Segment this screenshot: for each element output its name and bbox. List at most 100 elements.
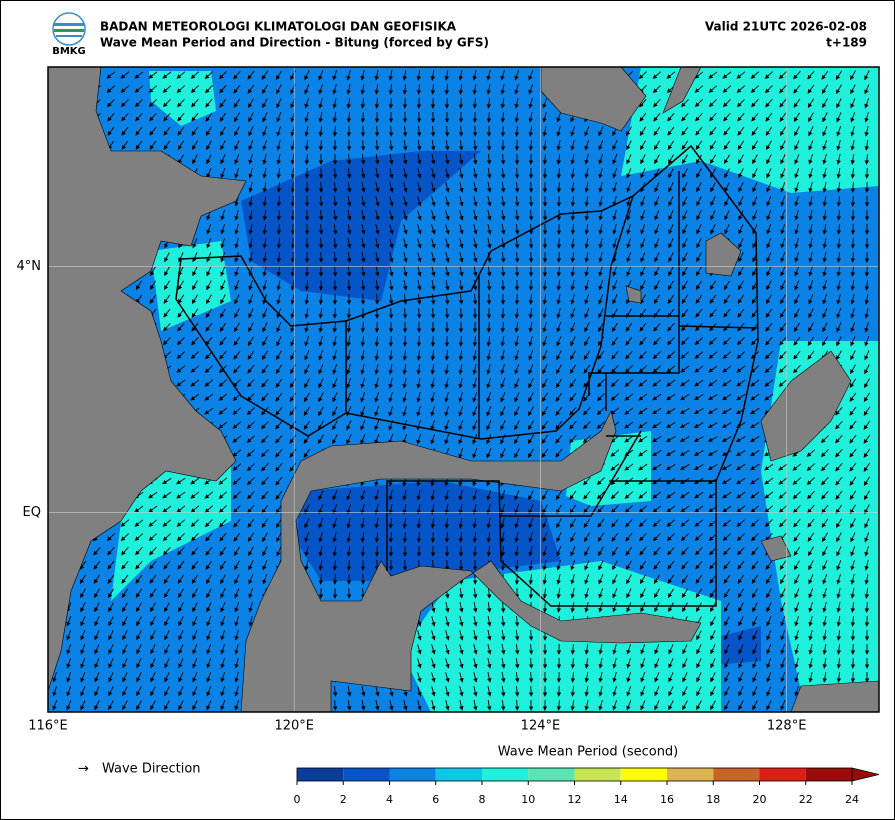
arrow: [389, 210, 394, 221]
arrow: [836, 167, 841, 179]
arrow: [135, 112, 143, 122]
arrow: [654, 154, 660, 165]
x-tick-label: 116°E: [28, 719, 68, 734]
arrow: [318, 181, 324, 193]
arrow: [248, 210, 253, 221]
arrow: [430, 125, 436, 137]
arrow: [682, 210, 688, 221]
arrow: [528, 112, 533, 123]
arrow: [864, 84, 870, 95]
arrow: [206, 168, 212, 179]
arrow: [148, 71, 158, 79]
y-tick-label: EQ: [23, 505, 41, 520]
arrow: [500, 84, 505, 95]
arrow: [822, 112, 828, 123]
arrow: [736, 99, 745, 108]
arrow: [528, 685, 534, 697]
arrow: [290, 70, 296, 81]
arrow: [722, 71, 732, 79]
arrow: [750, 71, 760, 79]
arrow: [738, 168, 744, 179]
arrow: [134, 99, 143, 108]
arrow: [219, 84, 227, 94]
arrow: [220, 168, 226, 179]
arrow: [332, 181, 338, 193]
arrow: [332, 111, 338, 123]
arrow: [332, 84, 337, 95]
arrow: [500, 279, 506, 291]
arrow: [751, 140, 759, 151]
arrow: [106, 71, 116, 79]
arrow: [445, 196, 450, 207]
arrow: [779, 98, 787, 108]
legend-label: Wave Direction: [102, 762, 201, 777]
arrow: [850, 167, 856, 179]
arrow: [724, 168, 730, 179]
arrow: [430, 69, 436, 81]
arrow: [570, 140, 575, 151]
arrow: [751, 112, 759, 122]
arrow: [723, 140, 731, 150]
arrow: [120, 71, 130, 79]
arrow: [219, 112, 227, 122]
arrow: [598, 126, 604, 137]
arrow: [304, 139, 310, 151]
arrow: [765, 126, 773, 136]
arrow: [710, 168, 716, 179]
legend-arrow: →: [78, 762, 89, 777]
arrow: [177, 126, 185, 136]
arrow: [248, 168, 253, 179]
arrow: [514, 209, 520, 221]
arrow: [836, 98, 842, 109]
arrow: [696, 210, 702, 221]
colorbar-extend: [851, 767, 880, 782]
arrow: [177, 112, 185, 122]
arrow: [808, 182, 813, 193]
arrow: [850, 181, 856, 193]
colorbar-tick-label: 2: [340, 793, 347, 806]
arrow: [318, 139, 324, 151]
arrow: [417, 154, 422, 165]
arrow: [276, 140, 281, 151]
arrow: [162, 99, 171, 108]
arrow: [120, 99, 129, 108]
arrow: [654, 210, 660, 221]
arrow: [262, 154, 267, 165]
arrow: [695, 140, 703, 150]
arrow: [836, 154, 841, 165]
arrow: [765, 98, 773, 108]
arrow: [388, 97, 394, 109]
arrow: [234, 154, 240, 165]
arrow: [667, 112, 675, 122]
arrow: [416, 83, 422, 95]
arrow: [388, 307, 394, 319]
arrow: [542, 112, 547, 123]
arrow: [864, 98, 870, 109]
colorbar-tick-label: 22: [799, 793, 813, 806]
arrow: [275, 70, 283, 81]
arrow: [737, 126, 745, 136]
arrow: [653, 126, 661, 136]
arrow: [205, 98, 213, 108]
arrow: [121, 126, 129, 136]
colorbar-bin: [620, 768, 667, 781]
arrow: [780, 196, 786, 207]
colorbar-tick-label: 14: [614, 793, 628, 806]
arrow: [163, 112, 171, 122]
arrow: [318, 112, 323, 123]
arrow: [220, 126, 226, 137]
arrow: [247, 84, 255, 94]
arrow: [764, 85, 773, 94]
arrow: [696, 168, 702, 179]
arrow: [416, 69, 422, 81]
arrow: [389, 196, 394, 207]
arrow: [500, 307, 506, 319]
arrow: [584, 140, 589, 151]
arrow: [780, 154, 786, 165]
arrow: [694, 85, 704, 93]
arrow: [752, 168, 758, 179]
arrow: [417, 210, 422, 221]
colorbar-bin: [482, 768, 529, 781]
arrow: [793, 70, 801, 80]
arrow: [737, 112, 745, 122]
